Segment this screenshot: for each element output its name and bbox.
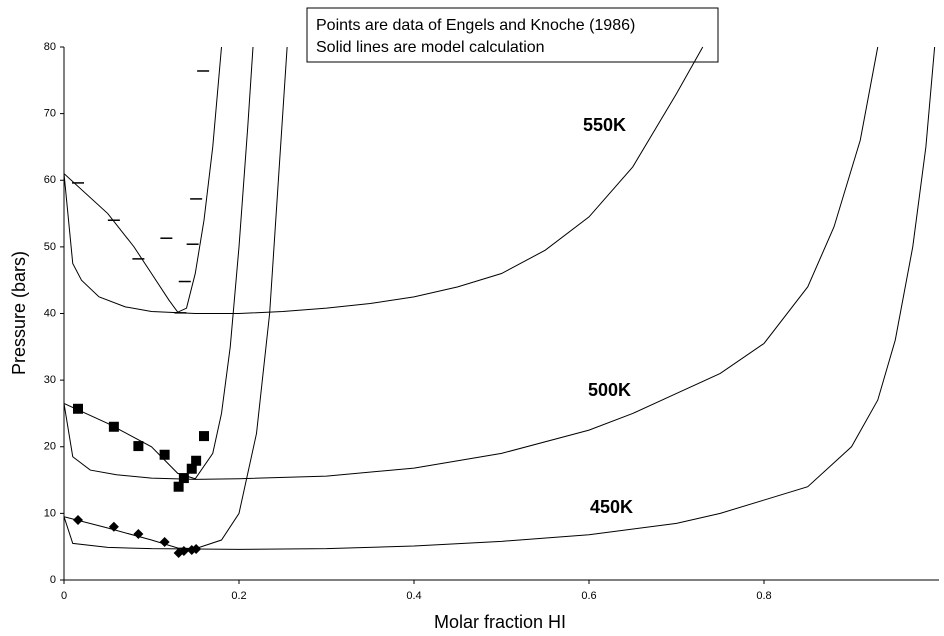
note: Solid lines are model calculation (316, 39, 545, 56)
diamond-marker (73, 515, 83, 526)
square-marker (173, 481, 184, 492)
y-tick-label: 50 (44, 241, 56, 253)
square-marker (73, 403, 83, 414)
model-curve (64, 46, 704, 314)
diamond-marker (191, 544, 202, 555)
x-tick-label: 0.8 (756, 590, 771, 602)
x-tick-label: 0 (61, 590, 67, 602)
y-axis-title: Pressure (bars) (9, 251, 29, 375)
square-marker (186, 463, 197, 474)
y-tick-label: 80 (44, 41, 56, 53)
diamond-marker (133, 529, 144, 540)
y-tick-label: 0 (50, 574, 56, 586)
model-curve (64, 46, 936, 550)
model-curve (64, 46, 254, 480)
diamond-marker (159, 537, 170, 548)
model-curve (64, 46, 222, 313)
note-box (306, 7, 719, 63)
curve-label: 550K (583, 115, 626, 135)
x-axis-title: Molar fraction HI (434, 612, 566, 632)
square-marker (178, 473, 189, 484)
y-tick-label: 20 (44, 441, 56, 453)
square-marker (199, 431, 209, 442)
model-curve (64, 46, 288, 550)
curve-label: 450K (590, 497, 633, 517)
y-tick-label: 10 (44, 507, 56, 519)
y-tick-label: 70 (44, 108, 56, 120)
square-marker (191, 455, 202, 466)
y-tick-label: 40 (44, 307, 56, 319)
model-curve (64, 46, 879, 480)
diamond-marker (178, 546, 189, 557)
x-tick-label: 0.4 (406, 590, 421, 602)
square-marker (133, 441, 144, 452)
note: Points are data of Engels and Knoche (19… (316, 17, 635, 34)
square-marker (108, 421, 119, 432)
diamond-marker (108, 521, 119, 532)
y-tick-label: 60 (44, 174, 56, 186)
y-tick-label: 30 (44, 374, 56, 386)
curve-label: 500K (588, 380, 631, 400)
square-marker (159, 449, 170, 460)
x-tick-label: 0.2 (231, 590, 246, 602)
x-tick-label: 0.6 (581, 590, 596, 602)
